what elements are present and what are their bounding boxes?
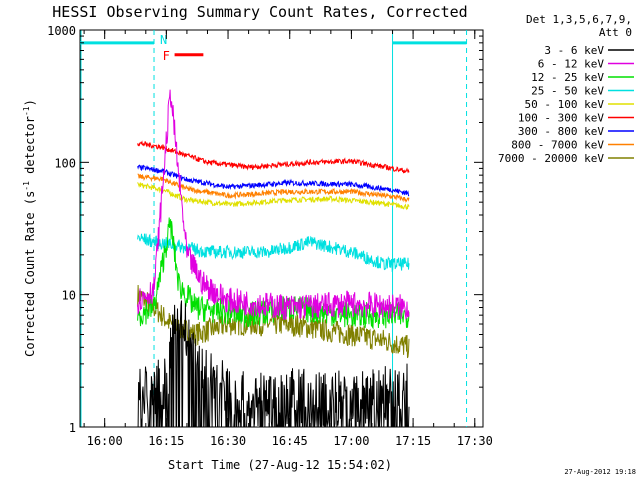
- legend-entry-label: 7000 - 20000 keV: [498, 152, 604, 165]
- y-axis-label-sup2: -1: [22, 106, 31, 116]
- series-line-6: [137, 164, 410, 197]
- y-axis-label-end: ): [23, 99, 37, 106]
- x-tick-label: 16:30: [210, 434, 246, 448]
- generation-timestamp: 27-Aug-2012 19:18: [564, 468, 636, 476]
- legend-header-1: Det 1,3,5,6,7,9,: [526, 13, 632, 26]
- legend-header-2: Att 0: [599, 26, 632, 39]
- legend-entry-label: 12 - 25 keV: [531, 71, 604, 84]
- x-tick-label: 16:15: [148, 434, 184, 448]
- y-axis-label-main: Corrected Count Rate (s: [23, 191, 37, 357]
- series-line-3: [137, 233, 410, 273]
- y-tick-label: 1000: [47, 24, 76, 38]
- series-line-7: [137, 173, 410, 203]
- x-tick-label: 17:00: [333, 434, 369, 448]
- y-axis-label: Corrected Count Rate (s-1 detector-1): [22, 99, 37, 357]
- flare-flag-label: F: [163, 49, 170, 63]
- series-line-0: [137, 300, 410, 428]
- series-layer: [137, 89, 410, 428]
- x-tick-label: 16:45: [272, 434, 308, 448]
- legend-entry-label: 6 - 12 keV: [538, 58, 605, 71]
- legend-entry-label: 100 - 300 keV: [518, 112, 604, 125]
- annotation-layer: NF: [80, 30, 468, 427]
- plot-area: [79, 29, 484, 428]
- legend-entry-label: 3 - 6 keV: [544, 44, 604, 57]
- y-axis-label-mid: detector: [23, 116, 37, 181]
- series-line-4: [137, 181, 410, 211]
- x-tick-label: 17:30: [457, 434, 493, 448]
- series-line-2: [137, 217, 410, 330]
- y-tick-label: 1: [69, 421, 76, 435]
- y-axis-label-sup1: -1: [22, 181, 31, 191]
- night-flag-label: N: [160, 33, 167, 47]
- tick-layer: 16:00 16:15 16:30 16:45 17:00 17:15 17:30 1 10 10…: [47, 24, 493, 448]
- chart-title: HESSI Observing Summary Count Rates, Cor…: [52, 3, 467, 21]
- legend-entry-label: 300 - 800 keV: [518, 125, 604, 138]
- legend-entry-label: 25 - 50 keV: [531, 85, 604, 98]
- series-line-1: [137, 89, 410, 320]
- legend-entry-label: 800 - 7000 keV: [511, 139, 604, 152]
- y-tick-label: 100: [54, 156, 76, 170]
- x-axis-label: Start Time (27-Aug-12 15:54:02): [168, 458, 392, 472]
- series-line-5: [137, 140, 410, 174]
- y-tick-label: 10: [62, 289, 76, 303]
- legend-entry-label: 50 - 100 keV: [525, 98, 605, 111]
- x-tick-label: 17:15: [395, 434, 431, 448]
- x-tick-label: 16:00: [87, 434, 123, 448]
